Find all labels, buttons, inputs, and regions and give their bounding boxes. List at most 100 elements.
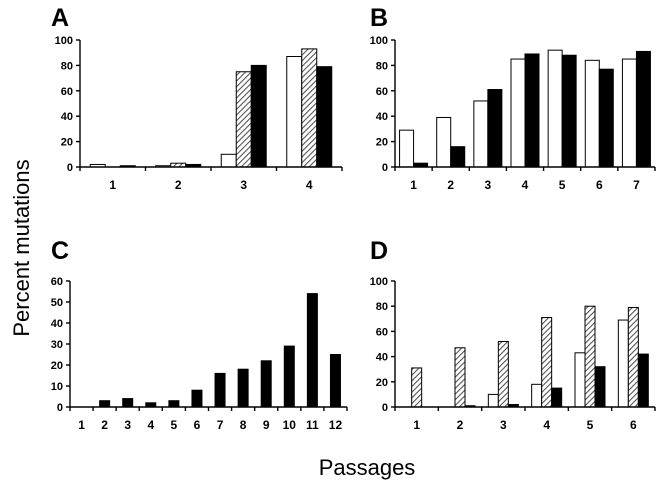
panel-c-label: C [51,237,69,265]
bar-d-hatched-3 [497,340,509,408]
y-tick-label: 20 [51,360,63,372]
y-tick-label: 20 [61,137,73,149]
x-tick-label: 3 [124,418,131,432]
bar-d-open-6 [617,319,629,408]
x-tick-label: 2 [175,178,182,192]
chart-panel-a: 0 20 40 60 80 100 1 2 3 4 [55,35,343,192]
y-tick-label: 40 [51,318,63,330]
x-tick-label: 2 [447,178,454,192]
chart-panel-b: 0 20 40 60 80 100 1 2 3 4 5 6 7 [370,35,656,192]
x-tick-label: 11 [306,418,319,432]
y-tick-label: 20 [376,377,388,389]
bar-c-solid-9 [260,360,272,408]
x-tick-label: 9 [263,418,270,432]
panel-b-label: B [370,4,388,32]
x-tick-label: 1 [410,178,417,192]
y-tick-label: 80 [61,60,73,72]
y-tick-label: 40 [61,111,73,123]
x-tick-label: 10 [283,418,297,432]
bar-c-solid-6 [191,389,203,408]
bar-b-solid-5 [561,54,577,168]
bar-c-solid-2 [99,400,111,408]
y-tick-label: 50 [51,297,63,309]
bar-c-solid-7 [214,372,226,408]
y-tick-label: 60 [376,326,388,338]
x-tick-label: 5 [171,418,178,432]
x-tick-label: 5 [559,178,566,192]
x-tick-label: 3 [240,178,247,192]
bar-d-open-3 [487,393,499,408]
chart-panel-d: 0 20 40 60 80 100 1 2 3 4 5 6 [370,276,656,432]
bar-c-solid-3 [122,398,134,408]
y-tick-label: 80 [376,301,388,313]
bar-a-open-3 [220,153,237,168]
y-tick-label: 40 [376,352,388,364]
bar-d-hatched-4 [541,317,553,408]
y-tick-label: 100 [370,276,388,288]
x-tick-label: 12 [329,418,343,432]
bar-a-solid-4 [316,66,333,168]
y-tick-label: 60 [61,86,73,98]
x-tick-label: 7 [633,178,640,192]
bar-c-solid-11 [306,293,318,408]
x-tick-label: 2 [457,418,464,432]
bar-d-open-5 [574,352,586,408]
bar-c-solid-5 [168,400,180,408]
x-tick-label: 1 [109,178,116,192]
x-tick-label: 7 [217,418,224,432]
panel-d-label: D [370,237,388,265]
y-tick-label: 0 [382,162,388,174]
bar-a-open-4 [286,56,303,168]
y-tick-label: 20 [376,137,388,149]
bar-b-solid-3 [487,89,503,168]
bar-d-hatched-1 [411,367,423,408]
x-tick-label: 4 [522,178,529,192]
x-tick-label: 1 [78,418,85,432]
y-tick-label: 80 [376,60,388,72]
x-tick-label: 6 [596,178,603,192]
y-tick-label: 0 [382,402,388,414]
y-tick-label: 0 [67,162,73,174]
panel-a-label: A [51,4,69,32]
y-tick-label: 100 [55,35,73,47]
bar-b-open-4 [510,58,526,168]
bar-d-solid-5 [594,366,606,408]
bar-d-hatched-6 [627,306,639,408]
bar-d-solid-4 [551,387,563,408]
bar-b-open-1 [399,129,415,168]
bar-b-solid-6 [598,68,614,168]
bar-d-hatched-5 [584,305,596,408]
bar-b-open-6 [584,59,600,168]
bar-a-hatched-3 [235,71,252,168]
bar-a-hatched-4 [301,48,318,168]
bar-a-solid-3 [250,64,267,168]
y-axis-title: Percent mutations [9,159,34,336]
x-tick-label: 5 [587,418,594,432]
bar-d-open-4 [531,383,543,408]
bar-c-solid-10 [283,345,295,408]
x-axis-title: Passages [319,455,416,480]
bar-b-open-3 [473,100,489,168]
y-tick-label: 0 [57,402,63,414]
x-tick-label: 6 [630,418,637,432]
x-tick-label: 4 [306,178,313,192]
bar-d-solid-6 [637,353,649,408]
bar-c-solid-8 [237,368,249,408]
y-tick-label: 60 [51,276,63,288]
y-tick-label: 10 [51,381,63,393]
x-tick-label: 8 [240,418,247,432]
y-tick-label: 100 [370,35,388,47]
y-tick-label: 40 [376,111,388,123]
x-tick-label: 3 [485,178,492,192]
bar-b-open-5 [547,49,563,168]
bar-b-open-7 [621,58,637,168]
bar-b-solid-2 [450,146,466,168]
x-tick-label: 4 [147,418,154,432]
bar-d-hatched-2 [454,347,466,408]
x-tick-label: 3 [500,418,507,432]
y-tick-label: 60 [376,86,388,98]
x-tick-label: 6 [194,418,201,432]
bar-c-solid-12 [329,354,341,408]
